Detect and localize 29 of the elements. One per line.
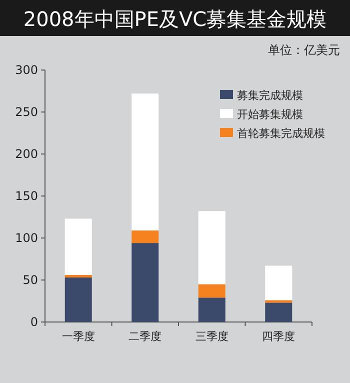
x-tick-label: 二季度 <box>128 330 162 343</box>
bar <box>265 302 292 322</box>
bar <box>64 274 92 278</box>
bar <box>64 277 92 322</box>
x-tick-label: 一季度 <box>62 330 95 343</box>
y-tick-label: 50 <box>22 273 38 287</box>
x-tick-label: 四季度 <box>262 330 296 343</box>
title-banner: 2008年中国PE及VC募集基金规模 <box>0 0 350 36</box>
y-tick-label: 100 <box>15 231 38 245</box>
bar <box>265 300 292 303</box>
bar <box>132 94 159 230</box>
bar <box>198 211 226 284</box>
bar <box>198 298 226 322</box>
legend-label: 开始募集规模 <box>237 108 303 121</box>
y-tick-label: 150 <box>15 189 38 203</box>
chart-title: 2008年中国PE及VC募集基金规模 <box>23 7 327 31</box>
bar <box>265 266 292 300</box>
y-tick-label: 0 <box>30 315 38 329</box>
legend-label: 首轮募集完成规模 <box>237 127 325 140</box>
bar <box>132 230 159 244</box>
bar <box>132 243 159 322</box>
bar <box>64 218 92 275</box>
y-tick-label: 300 <box>15 63 38 77</box>
chart-subtitle: 单位：亿美元 <box>268 43 340 57</box>
bar <box>198 284 226 298</box>
y-tick-label: 200 <box>15 147 38 161</box>
legend-label: 募集完成规模 <box>237 89 303 102</box>
x-tick-label: 三季度 <box>195 330 228 343</box>
y-tick-label: 250 <box>15 105 38 119</box>
